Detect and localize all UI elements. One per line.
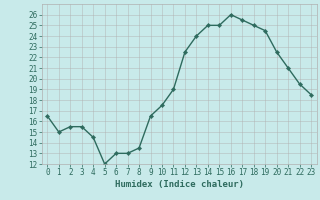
X-axis label: Humidex (Indice chaleur): Humidex (Indice chaleur) [115,180,244,189]
